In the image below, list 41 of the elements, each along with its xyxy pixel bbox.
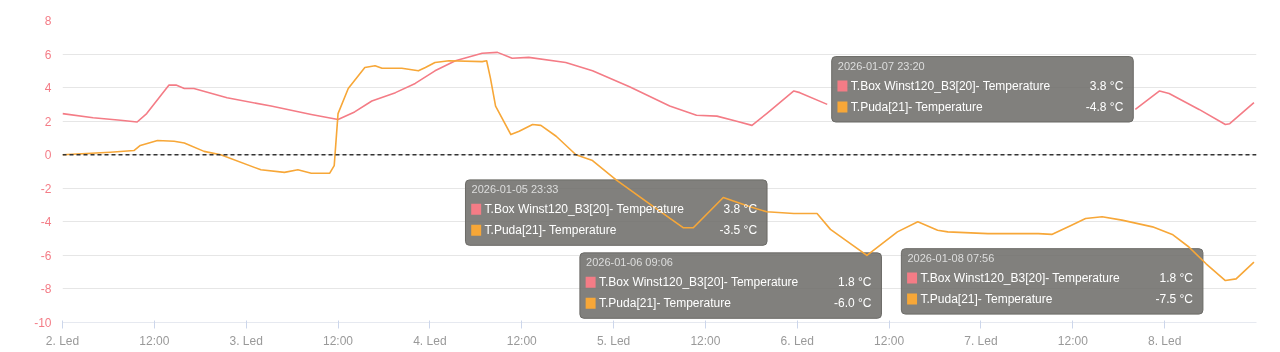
text: T.Puda[21]- Temperature bbox=[850, 99, 983, 114]
annotation: 1.8 °C bbox=[838, 275, 872, 290]
annotation: 2026-01-08 07:56 bbox=[907, 251, 995, 264]
x-tick-label: 12:00 bbox=[1057, 333, 1089, 348]
annotation: 1.8 °C bbox=[1159, 271, 1194, 286]
x-tick-label: 7. Led bbox=[964, 333, 998, 348]
annotation: 2026-01-07 23:20 bbox=[837, 59, 925, 72]
x-tick-label: 12:00 bbox=[690, 333, 721, 348]
y-tick-label: -6 bbox=[40, 248, 52, 263]
y-tick-label: -8 bbox=[40, 282, 52, 297]
annotation: -7.5 °C bbox=[1155, 292, 1194, 307]
legend-label: T.Box Winst120_B3[20]- Temperature bbox=[850, 78, 1051, 93]
text: T.Puda[21]- Temperature bbox=[599, 296, 731, 311]
text: T.Box Winst120_B3[20]- Temperature bbox=[920, 271, 1120, 286]
x-tick-label: 12:00 bbox=[874, 333, 905, 348]
annotation: 2026-01-05 23:33 bbox=[471, 183, 559, 196]
annotation: 2026-01-06 09:06 bbox=[586, 256, 673, 269]
y-tick-label: 6 bbox=[44, 47, 52, 62]
y-tick-label: -2 bbox=[40, 181, 52, 196]
x-tick-label: 6. Led bbox=[780, 333, 814, 348]
legend-label: T.Puda[21]- Temperature bbox=[484, 223, 617, 238]
x-tick-label: 8. Led bbox=[1147, 333, 1182, 348]
x-tick-label: 12:00 bbox=[139, 333, 170, 348]
annotation: -6.0 °C bbox=[834, 296, 872, 311]
y-tick-label: -10 bbox=[34, 316, 52, 330]
text: T.Box Winst120_B3[20]- Temperature bbox=[599, 275, 799, 290]
y-tick-label: 8 bbox=[44, 14, 52, 28]
text: T.Puda[21]- Temperature bbox=[920, 292, 1053, 307]
y-tick-label: 4 bbox=[44, 81, 52, 96]
x-tick-label: 12:00 bbox=[323, 333, 354, 348]
x-tick-label: 3. Led bbox=[229, 333, 263, 348]
y-tick-label: -4 bbox=[40, 215, 52, 230]
annotation: -3.5 °C bbox=[719, 223, 758, 238]
x-tick-label: 12:00 bbox=[506, 333, 538, 348]
annotation: -4.8 °C bbox=[1085, 99, 1124, 114]
annotation: 3.8 °C bbox=[1089, 78, 1124, 93]
y-tick-label: 2 bbox=[44, 114, 52, 129]
x-tick-label: 4. Led bbox=[413, 333, 447, 348]
x-tick-label: 5. Led bbox=[596, 333, 631, 348]
y-tick-label: 0 bbox=[44, 148, 52, 163]
x-tick-label: 2. Led bbox=[45, 333, 80, 348]
